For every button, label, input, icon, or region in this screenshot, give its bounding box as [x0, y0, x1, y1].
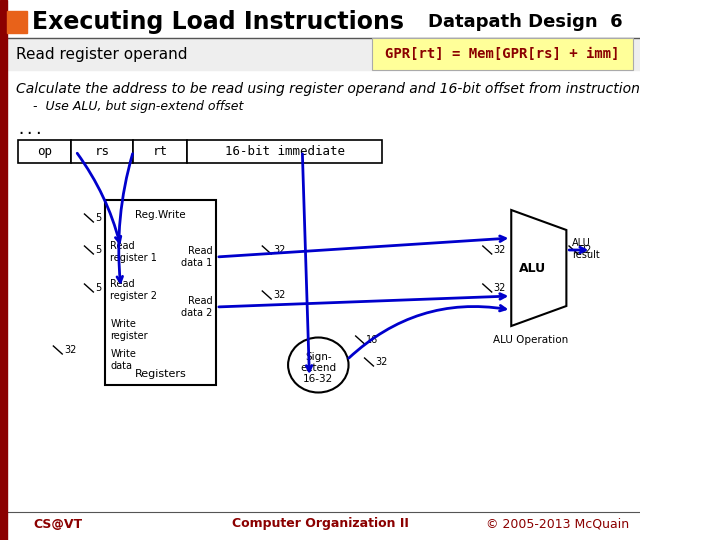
Text: 32: 32: [580, 245, 592, 255]
Text: 32: 32: [375, 357, 387, 367]
Text: Write
data: Write data: [110, 349, 136, 371]
Bar: [105, 200, 216, 385]
Text: © 2005-2013 McQuain: © 2005-2013 McQuain: [487, 517, 629, 530]
Text: ...: ...: [16, 122, 43, 137]
Text: 16-bit immediate: 16-bit immediate: [225, 145, 345, 158]
Text: 5: 5: [95, 245, 102, 255]
Bar: [133, 140, 186, 163]
Text: Executing Load Instructions: Executing Load Instructions: [32, 10, 404, 34]
Text: Reg.Write: Reg.Write: [135, 210, 186, 220]
Text: CS@VT: CS@VT: [34, 517, 83, 530]
Text: 5: 5: [95, 283, 102, 293]
Bar: [0, 0, 7, 540]
Text: Computer Organization II: Computer Organization II: [232, 517, 408, 530]
Bar: [372, 38, 633, 70]
Text: 32: 32: [64, 345, 76, 355]
Text: Sign-: Sign-: [305, 352, 332, 362]
Text: ALU: ALU: [519, 261, 546, 274]
Bar: [7, 38, 640, 70]
Text: 32: 32: [493, 245, 506, 255]
Polygon shape: [511, 210, 567, 326]
Text: 16: 16: [366, 335, 379, 345]
Text: result: result: [572, 250, 600, 260]
Text: Read
register 2: Read register 2: [110, 279, 157, 301]
Text: Read
data 2: Read data 2: [181, 296, 212, 318]
Text: GPR[rt] = Mem[GPR[rs] + imm]: GPR[rt] = Mem[GPR[rs] + imm]: [385, 47, 620, 61]
Text: extend: extend: [300, 363, 336, 373]
Bar: [186, 140, 382, 163]
Text: ALU Operation: ALU Operation: [493, 335, 568, 345]
Text: Calculate the address to be read using register operand and 16-bit offset from i: Calculate the address to be read using r…: [16, 82, 640, 96]
Text: Read register operand: Read register operand: [16, 46, 187, 62]
Text: Read
register 1: Read register 1: [110, 241, 157, 263]
Text: -  Use ALU, but sign-extend offset: - Use ALU, but sign-extend offset: [25, 100, 243, 113]
Text: Read
data 1: Read data 1: [181, 246, 212, 268]
Text: 32: 32: [273, 290, 285, 300]
Text: Registers: Registers: [135, 369, 186, 379]
Text: 16-32: 16-32: [303, 374, 333, 384]
Text: 32: 32: [493, 283, 506, 293]
Ellipse shape: [288, 338, 348, 393]
Text: Datapath Design  6: Datapath Design 6: [428, 13, 622, 31]
Text: op: op: [37, 145, 52, 158]
Text: 32: 32: [273, 245, 285, 255]
Text: 5: 5: [95, 213, 102, 223]
Text: ALU: ALU: [572, 238, 590, 248]
Bar: [71, 140, 133, 163]
Text: Write
register: Write register: [110, 319, 148, 341]
Bar: [18, 140, 71, 163]
Text: rt: rt: [153, 145, 168, 158]
Bar: [7, 11, 27, 33]
Text: rs: rs: [95, 145, 109, 158]
